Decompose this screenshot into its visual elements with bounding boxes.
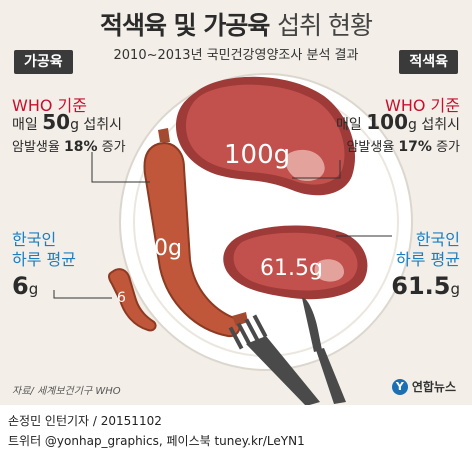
logo-mark-icon: Y — [391, 378, 408, 395]
red-daily-post: g 섭취시 — [408, 117, 460, 133]
steak-small-label: 61.5g — [260, 256, 323, 281]
processed-cancer-pre: 암발생율 — [12, 140, 60, 155]
red-korea-line1: 한국인 — [415, 230, 460, 249]
processed-korea-number: 6 — [12, 272, 29, 300]
red-cancer-post: 증가 — [436, 140, 460, 155]
red-daily-num: 100 — [366, 110, 409, 134]
fork — [228, 314, 320, 405]
processed-korea-value: 6g — [12, 272, 38, 300]
sausage-small — [108, 268, 157, 332]
red-cancer-pre: 암발생율 — [346, 140, 395, 155]
red-daily-intake: 매일 100g 섭취시 — [336, 110, 460, 134]
processed-daily-pre: 매일 — [12, 117, 38, 133]
steak-large — [176, 76, 356, 196]
red-daily-pre: 매일 — [336, 117, 362, 133]
credit-social: 트위터 @yonhap_graphics, 페이스북 tuney.kr/LeYN… — [8, 434, 305, 448]
red-korea-line2: 하루 평균 — [396, 250, 460, 269]
red-who-label: WHO 기준 — [385, 96, 460, 115]
credit-author: 손정민 인턴기자 / 20151102 — [8, 414, 162, 428]
red-korea-label: 한국인 하루 평균 — [396, 230, 460, 270]
leader-lines — [53, 152, 392, 299]
red-cancer-rate: 암발생율 17% 증가 — [346, 136, 460, 155]
red-korea-number: 61.5 — [391, 272, 451, 300]
processed-cancer-post: 증가 — [101, 140, 126, 155]
yonhap-logo: Y 연합뉴스 — [391, 378, 456, 395]
processed-cancer-num: 18% — [63, 139, 98, 155]
processed-meat-badge: 가공육 — [14, 50, 73, 74]
processed-daily-intake: 매일 50g 섭취시 — [12, 110, 122, 134]
title-bold: 적색육 및 가공육 — [99, 11, 270, 40]
processed-korea-unit: g — [28, 280, 39, 298]
logo-text: 연합뉴스 — [411, 380, 456, 394]
knife — [302, 297, 346, 404]
red-korea-unit: g — [450, 280, 460, 298]
page-subtitle: 2010~2013년 국민건강영양조사 분석 결과 — [113, 48, 359, 63]
steak-small — [223, 225, 368, 300]
red-korea-value: 61.5g — [391, 272, 460, 300]
processed-korea-line1: 한국인 — [12, 230, 57, 249]
red-meat-badge: 적색육 — [399, 50, 458, 74]
processed-cancer-rate: 암발생율 18% 증가 — [12, 136, 126, 155]
source-note: 자료/ 세계보건기구 WHO — [12, 386, 121, 397]
food-illustration — [53, 73, 413, 405]
red-cancer-num: 17% — [398, 139, 432, 155]
processed-who-label: WHO 기준 — [12, 96, 87, 115]
processed-korea-label: 한국인 하루 평균 — [12, 230, 76, 270]
processed-daily-num: 50 — [42, 110, 71, 134]
title-light: 섭취 현황 — [277, 11, 373, 40]
processed-korea-line2: 하루 평균 — [12, 250, 76, 269]
sausage-large-label: 50g — [140, 236, 182, 261]
sausage-small-label: 6 — [117, 290, 126, 306]
steak-large-label: 100g — [224, 140, 291, 170]
page-title: 적색육 및 가공육 섭취 현황 — [0, 6, 472, 42]
processed-daily-post: g 섭취시 — [70, 117, 123, 133]
sausage-large — [143, 128, 248, 338]
